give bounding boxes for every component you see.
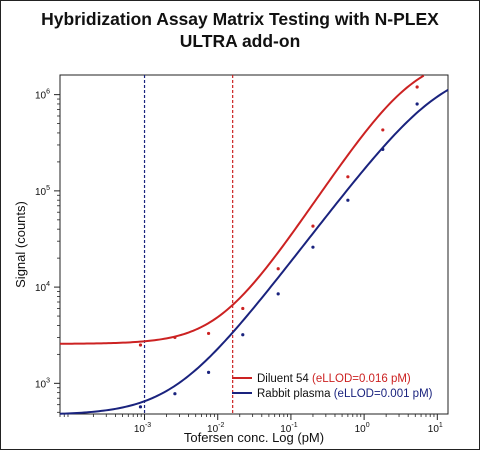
data-point xyxy=(138,405,143,409)
plot-area-border xyxy=(59,74,449,415)
y-tick-label: 105 xyxy=(35,185,50,198)
data-point xyxy=(173,392,177,396)
y-axis-label: Signal (counts) xyxy=(13,201,28,288)
data-point xyxy=(206,370,211,374)
data-point xyxy=(138,343,143,347)
y-tick-label: 106 xyxy=(35,89,50,102)
data-point xyxy=(381,128,385,132)
chart-title-line1: Hybridization Assay Matrix Testing with … xyxy=(41,9,439,29)
data-point xyxy=(276,267,280,271)
data-point xyxy=(346,175,350,179)
data-point xyxy=(381,147,385,151)
y-tick-label: 104 xyxy=(35,281,50,294)
chart-title: Hybridization Assay Matrix Testing with … xyxy=(0,8,480,52)
x-tick-label: 10-3 xyxy=(134,422,151,435)
legend-entry: Rabbit plasma (eLLOD=0.001 pM) xyxy=(257,388,433,400)
data-point xyxy=(241,333,245,337)
data-point xyxy=(311,245,315,249)
x-tick-label: 100 xyxy=(355,422,370,435)
fit-curve xyxy=(59,74,425,345)
fit-curve xyxy=(59,89,449,415)
data-point xyxy=(241,306,245,311)
data-point xyxy=(276,292,280,296)
data-point xyxy=(311,224,315,228)
data-point xyxy=(346,198,350,202)
legend-entry: Diluent 54 (eLLOD=0.016 pM) xyxy=(257,373,411,385)
x-axis-label: Tofersen conc. Log (pM) xyxy=(184,430,324,445)
chart-title-line2: ULTRA add-on xyxy=(179,31,301,51)
x-tick-label: 10-1 xyxy=(280,422,297,435)
data-point xyxy=(206,331,211,336)
x-tick-label: 101 xyxy=(428,422,443,435)
data-point xyxy=(173,335,177,340)
data-point xyxy=(415,102,419,106)
x-tick-label: 10-2 xyxy=(207,422,224,435)
y-tick-label: 103 xyxy=(35,377,50,390)
data-point xyxy=(415,85,419,89)
